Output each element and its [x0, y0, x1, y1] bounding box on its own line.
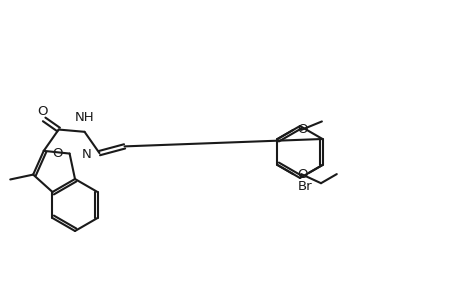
Text: Br: Br [297, 180, 312, 193]
Text: N: N [82, 148, 91, 160]
Text: O: O [37, 105, 47, 119]
Text: O: O [52, 147, 62, 160]
Text: O: O [297, 123, 307, 136]
Text: NH: NH [74, 111, 94, 124]
Text: O: O [297, 168, 307, 181]
